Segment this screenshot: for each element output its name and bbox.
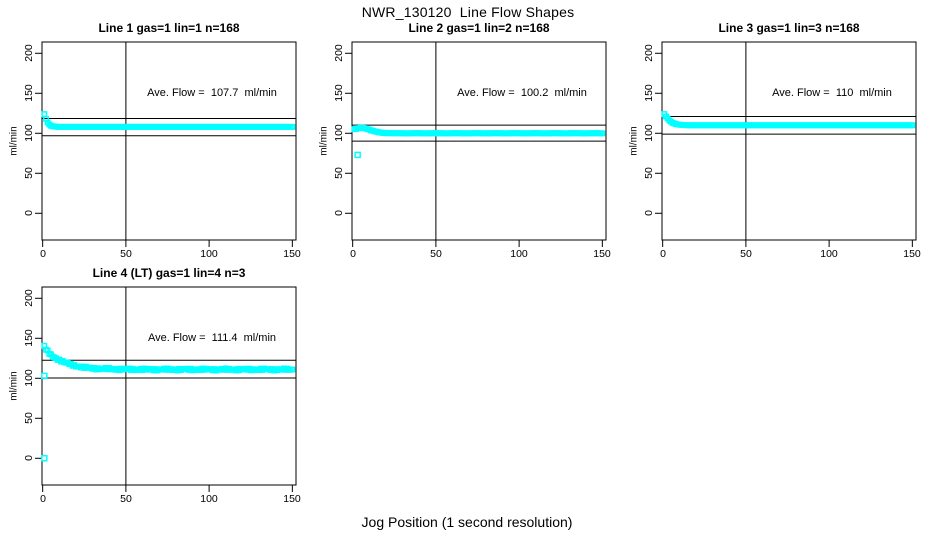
y-axis-unit-label: ml/min (628, 126, 640, 156)
panel-line-3: Line 3 gas=1 lin=3 n=168 200 150 100 50 … (626, 20, 926, 266)
y-axis-unit-label: ml/min (318, 126, 330, 156)
figure-title: NWR_130120 Line Flow Shapes (361, 4, 575, 20)
y-axis-tick-label: 100 (23, 369, 35, 387)
plot-box (41, 286, 297, 486)
plot-area (35, 286, 297, 492)
plot-box (41, 41, 297, 241)
panel-title: Line 4 (LT) gas=1 lin=4 n=3 (92, 266, 246, 280)
x-axis-tick-label: 50 (120, 248, 132, 260)
y-axis-unit-label: ml/min (8, 126, 20, 156)
x-axis-tick-label: 0 (660, 248, 666, 260)
x-axis-tick-label: 50 (740, 248, 752, 260)
y-axis-tick-label: 150 (643, 84, 655, 102)
data-marker (909, 122, 916, 129)
y-axis-tick-label: 100 (333, 124, 345, 142)
panel-title: Line 3 gas=1 lin=3 n=168 (718, 21, 860, 35)
y-axis-tick-label: 50 (643, 167, 655, 179)
ave-flow-annotation: Ave. Flow = 107.7 ml/min (147, 87, 277, 99)
y-axis-unit-label: ml/min (8, 371, 20, 401)
data-marker (289, 366, 296, 373)
x-axis-tick-label: 100 (200, 493, 218, 505)
x-axis-tick-label: 150 (903, 248, 921, 260)
x-axis-tick-label: 150 (283, 493, 301, 505)
data-marker (599, 130, 606, 137)
outlier-marker (41, 372, 48, 380)
y-axis-tick-label: 100 (643, 124, 655, 142)
x-axis-tick-label: 100 (820, 248, 838, 260)
data-marker (41, 111, 48, 118)
panel-line-1: Line 1 gas=1 lin=1 n=168 200 150 100 50 … (6, 20, 306, 266)
x-axis-tick-label: 150 (593, 248, 611, 260)
panel-title: Line 2 gas=1 lin=2 n=168 (408, 21, 550, 35)
ave-flow-annotation: Ave. Flow = 110 ml/min (772, 87, 892, 99)
plot-area (35, 41, 297, 247)
x-axis-tick-label: 0 (350, 248, 356, 260)
y-axis-tick-label: 0 (333, 210, 345, 216)
y-axis-tick-label: 100 (23, 124, 35, 142)
y-axis-tick-label: 50 (333, 167, 345, 179)
y-axis-tick-label: 200 (23, 289, 35, 307)
y-axis-tick-label: 200 (23, 44, 35, 62)
x-axis-tick-label: 50 (430, 248, 442, 260)
y-axis-tick-label: 150 (23, 329, 35, 347)
panel-line-4: Line 4 (LT) gas=1 lin=4 n=3 200 150 100 … (6, 265, 306, 511)
x-axis-tick-label: 150 (283, 248, 301, 260)
y-axis-tick-label: 50 (23, 167, 35, 179)
y-axis-tick-label: 0 (23, 455, 35, 461)
x-axis-tick-label: 100 (510, 248, 528, 260)
plot-area (345, 41, 607, 247)
outlier-marker (354, 151, 361, 159)
y-axis-tick-label: 150 (23, 84, 35, 102)
ave-flow-annotation: Ave. Flow = 100.2 ml/min (457, 87, 587, 99)
y-axis-tick-label: 50 (23, 412, 35, 424)
x-axis-tick-label: 0 (40, 493, 46, 505)
y-axis-tick-label: 0 (23, 210, 35, 216)
data-marker (289, 123, 296, 130)
x-axis-tick-label: 50 (120, 493, 132, 505)
x-axis-label: Jog Position (1 second resolution) (361, 514, 573, 530)
y-axis-tick-label: 150 (333, 84, 345, 102)
y-axis-tick-label: 200 (643, 44, 655, 62)
panel-line-2: Line 2 gas=1 lin=2 n=168 200 150 100 50 … (316, 20, 616, 266)
x-axis-tick-label: 0 (40, 248, 46, 260)
ave-flow-annotation: Ave. Flow = 111.4 ml/min (147, 332, 277, 344)
y-axis-tick-label: 0 (643, 210, 655, 216)
y-axis-tick-label: 200 (333, 44, 345, 62)
plot-area (655, 41, 917, 247)
panel-title: Line 1 gas=1 lin=1 n=168 (98, 21, 240, 35)
plot-box (661, 41, 917, 241)
x-axis-tick-label: 100 (200, 248, 218, 260)
outlier-marker (41, 455, 48, 462)
